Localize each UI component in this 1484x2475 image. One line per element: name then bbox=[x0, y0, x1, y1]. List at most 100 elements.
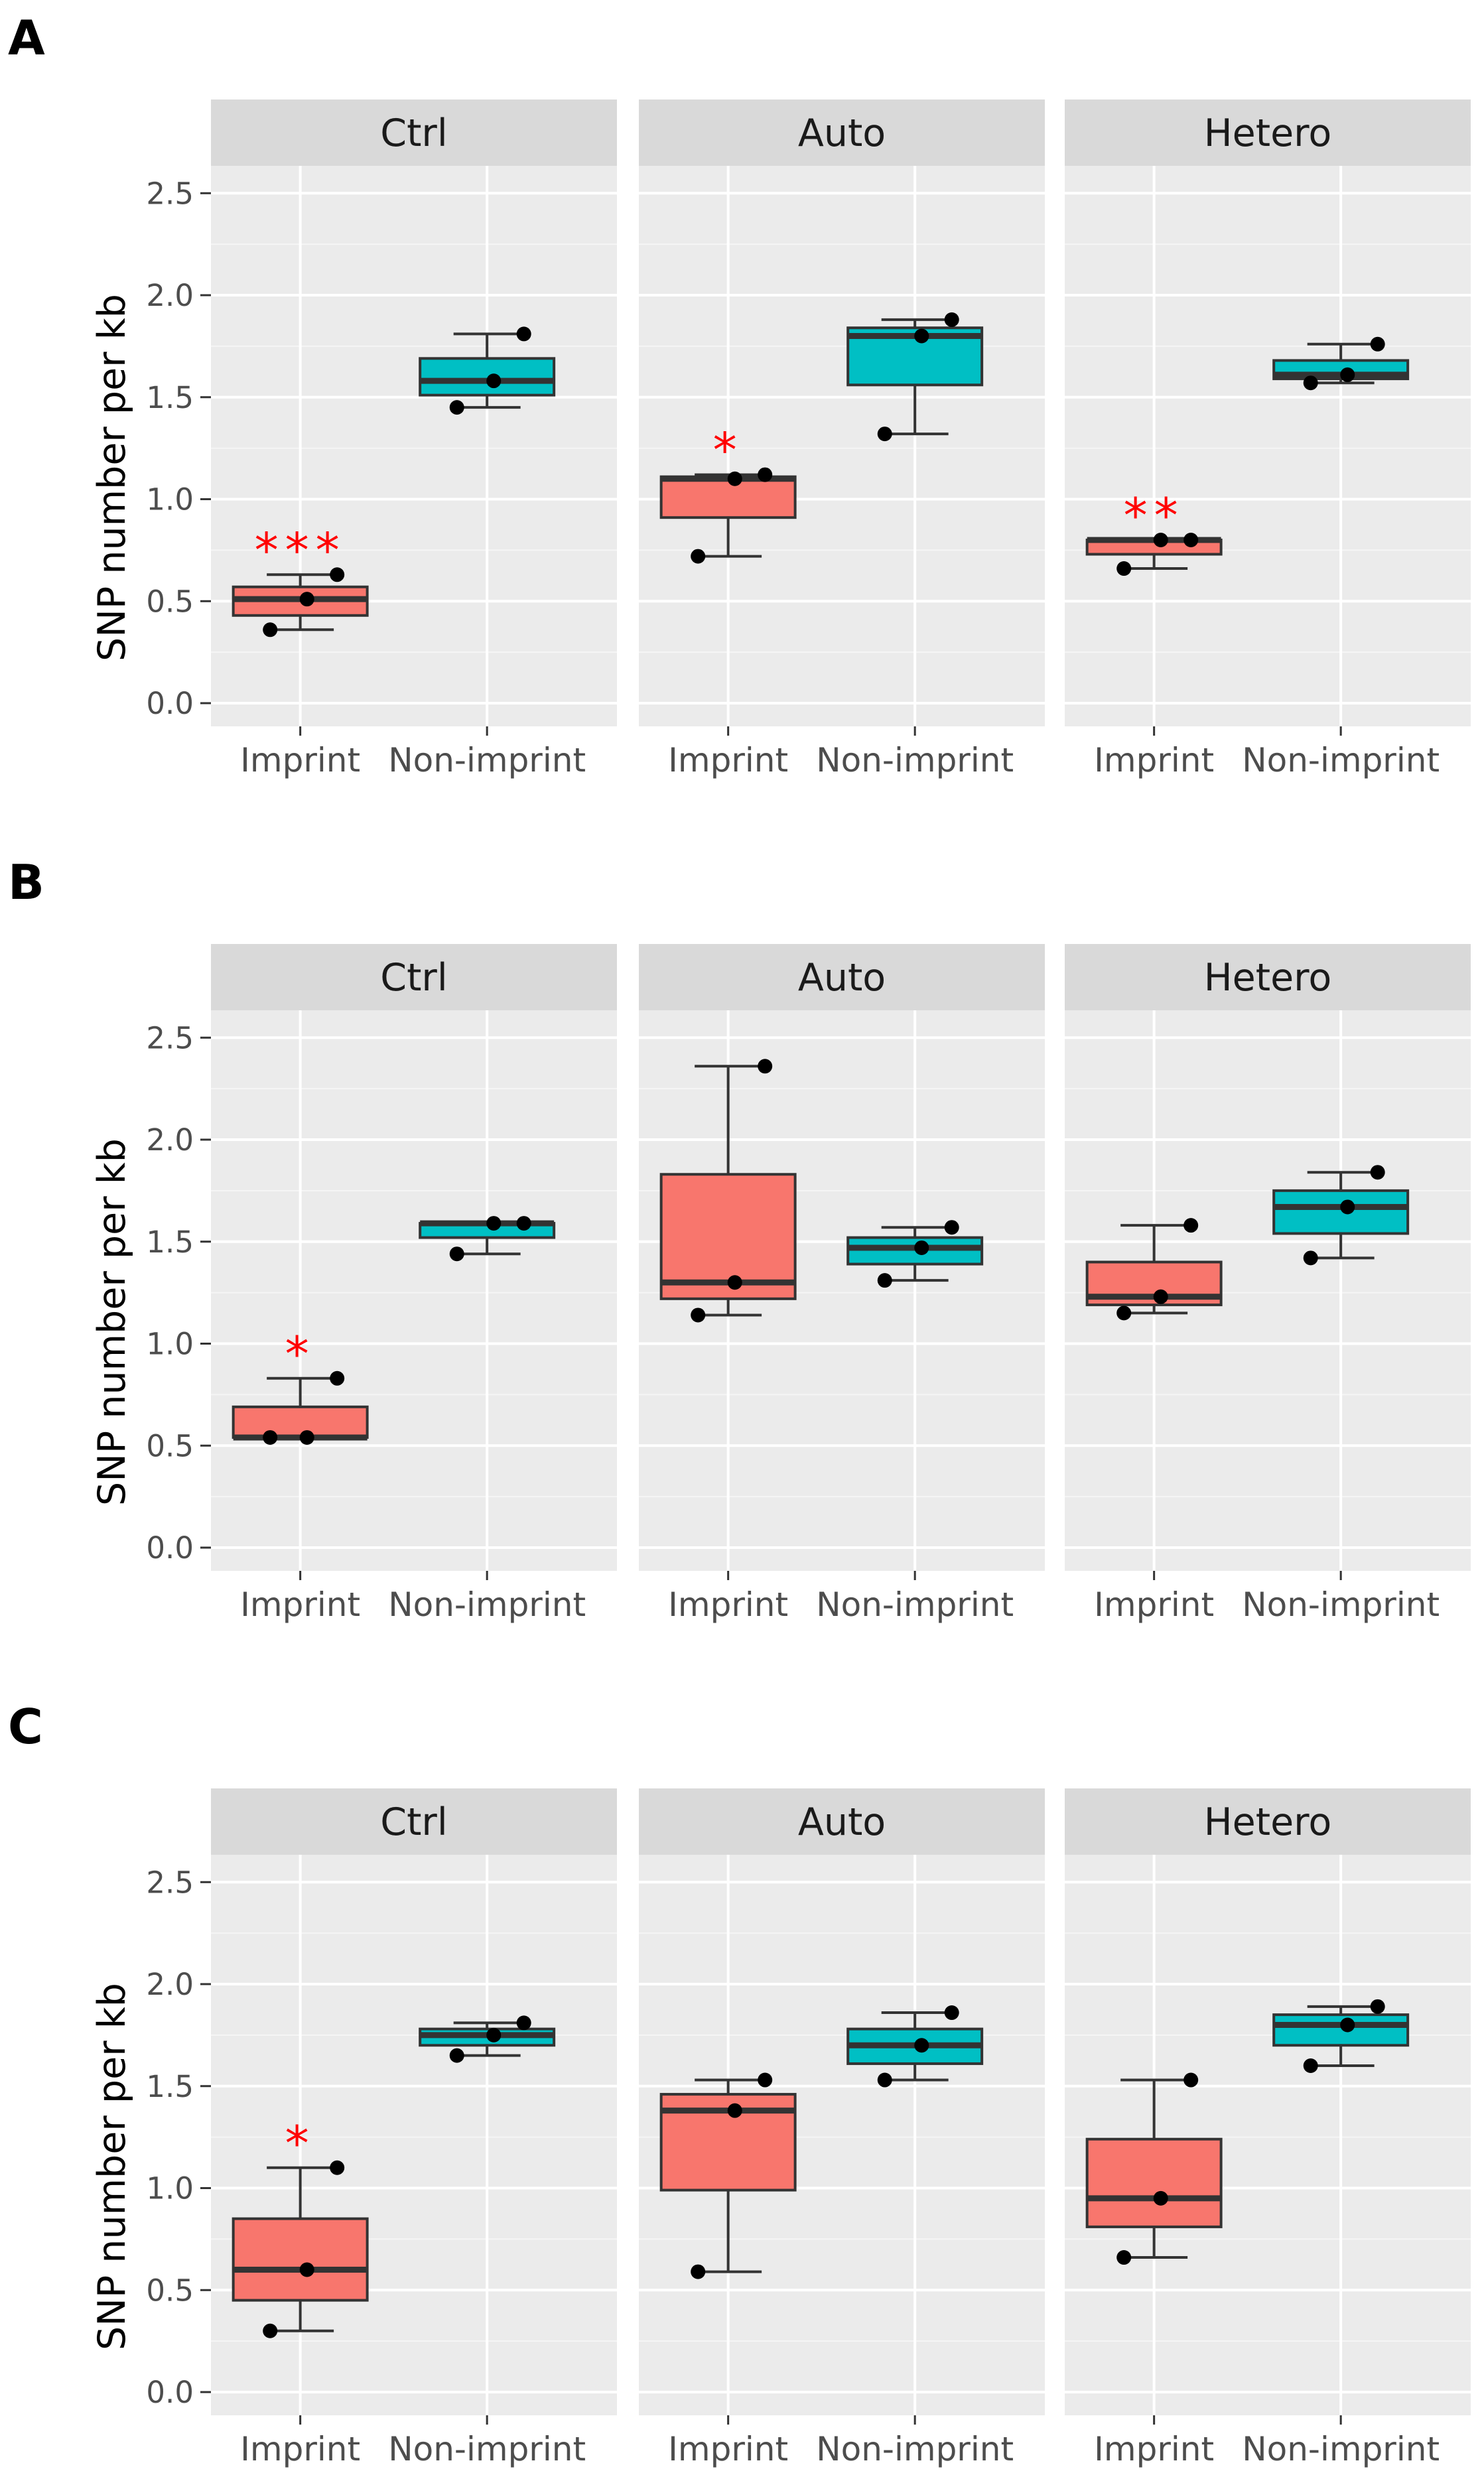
data-point bbox=[944, 1220, 959, 1235]
x-category-label: Non-imprint bbox=[816, 1585, 1014, 1624]
y-tick-label: 2.5 bbox=[146, 1865, 194, 1900]
y-axis-label: SNP number per kb bbox=[90, 1138, 134, 1506]
facet-strip-label: Ctrl bbox=[380, 111, 447, 155]
y-tick-label: 2.5 bbox=[146, 176, 194, 211]
y-tick-label: 0.5 bbox=[146, 584, 194, 619]
panel-background bbox=[211, 166, 617, 726]
facet-strip bbox=[1065, 1788, 1471, 1855]
facet-strip bbox=[211, 100, 617, 166]
significance-stars: ** bbox=[1124, 488, 1185, 543]
data-point bbox=[944, 312, 959, 327]
y-tick-label: 1.5 bbox=[146, 380, 194, 415]
y-tick-label: 2.5 bbox=[146, 1020, 194, 1055]
data-point bbox=[1153, 1289, 1168, 1304]
x-category-label: Imprint bbox=[240, 741, 360, 779]
data-point bbox=[877, 427, 892, 442]
data-point bbox=[1153, 533, 1168, 547]
x-category-label: Non-imprint bbox=[388, 741, 586, 779]
panel-letter-a: A bbox=[8, 10, 45, 66]
facet-strip bbox=[211, 1788, 617, 1855]
data-point bbox=[877, 1273, 892, 1288]
box-non-imprint bbox=[419, 357, 556, 397]
panel-background bbox=[211, 1010, 617, 1571]
data-point bbox=[758, 2072, 773, 2088]
y-tick-label: 2.0 bbox=[146, 278, 194, 313]
facet-strip bbox=[639, 944, 1045, 1010]
data-point bbox=[299, 2262, 314, 2277]
box-imprint bbox=[232, 2217, 369, 2302]
panel-background bbox=[211, 1855, 617, 2415]
y-tick-label: 1.5 bbox=[146, 2069, 194, 2104]
y-tick-label: 1.0 bbox=[146, 1327, 194, 1362]
data-point bbox=[263, 2323, 278, 2338]
panel-letter-c: C bbox=[8, 1699, 43, 1755]
x-category-label: Non-imprint bbox=[1242, 1585, 1440, 1624]
y-tick-label: 1.5 bbox=[146, 1225, 194, 1260]
data-point bbox=[1116, 1305, 1132, 1321]
data-point bbox=[1183, 2072, 1199, 2088]
data-point bbox=[758, 467, 773, 482]
x-category-label: Imprint bbox=[240, 1585, 360, 1624]
facet-strip-label: Ctrl bbox=[380, 956, 447, 1000]
y-tick-label: 0.5 bbox=[146, 2273, 194, 2308]
y-axis-label: SNP number per kb bbox=[90, 294, 134, 661]
facet-strip bbox=[639, 100, 1045, 166]
facet-strip-label: Auto bbox=[798, 1800, 886, 1844]
data-point bbox=[449, 1246, 464, 1262]
data-point bbox=[1116, 2250, 1132, 2265]
box-non-imprint bbox=[846, 1236, 984, 1266]
x-category-label: Imprint bbox=[1094, 741, 1214, 779]
data-point bbox=[1370, 336, 1385, 352]
data-point bbox=[1303, 2058, 1318, 2073]
data-point bbox=[330, 567, 345, 582]
data-point bbox=[914, 328, 929, 344]
x-category-label: Imprint bbox=[668, 2430, 788, 2468]
x-category-label: Imprint bbox=[1094, 2430, 1214, 2468]
facet-strip bbox=[1065, 100, 1471, 166]
data-point bbox=[1370, 1165, 1385, 1180]
panel-background bbox=[1065, 1855, 1471, 2415]
y-tick-label: 0.0 bbox=[146, 2375, 194, 2410]
data-point bbox=[1340, 367, 1355, 382]
box-non-imprint bbox=[1272, 1189, 1410, 1235]
data-point bbox=[1183, 533, 1199, 547]
y-tick-label: 1.0 bbox=[146, 2171, 194, 2206]
y-axis-label: SNP number per kb bbox=[90, 1983, 134, 2350]
y-tick-label: 0.0 bbox=[146, 686, 194, 721]
data-point bbox=[944, 2005, 959, 2021]
data-point bbox=[877, 2072, 892, 2088]
panel-background bbox=[1065, 166, 1471, 726]
data-point bbox=[914, 2038, 929, 2053]
facet-strip-label: Ctrl bbox=[380, 1800, 447, 1844]
significance-stars: * bbox=[285, 2115, 316, 2171]
data-point bbox=[727, 1275, 742, 1290]
data-point bbox=[1303, 375, 1318, 391]
x-category-label: Imprint bbox=[240, 2430, 360, 2468]
facet-strip-label: Hetero bbox=[1204, 1800, 1331, 1844]
data-point bbox=[914, 1240, 929, 1255]
data-point bbox=[727, 2103, 742, 2118]
box-non-imprint bbox=[1272, 2013, 1410, 2047]
panel-background bbox=[639, 166, 1045, 726]
data-point bbox=[516, 326, 531, 342]
data-point bbox=[727, 471, 742, 486]
facet-strip-label: Hetero bbox=[1204, 956, 1331, 1000]
data-point bbox=[516, 2015, 531, 2031]
data-point bbox=[299, 1430, 314, 1445]
data-point bbox=[1303, 1250, 1318, 1266]
data-point bbox=[449, 400, 464, 415]
data-point bbox=[691, 1307, 706, 1323]
data-point bbox=[486, 373, 502, 389]
data-point bbox=[263, 622, 278, 637]
data-point bbox=[1116, 561, 1132, 576]
data-point bbox=[1183, 1218, 1199, 1233]
data-point bbox=[449, 2048, 464, 2063]
data-point bbox=[1340, 2017, 1355, 2033]
y-tick-label: 2.0 bbox=[146, 1122, 194, 1158]
y-tick-label: 0.0 bbox=[146, 1530, 194, 1566]
data-point bbox=[299, 592, 314, 607]
facet-strip-label: Auto bbox=[798, 956, 886, 1000]
box-imprint bbox=[659, 475, 797, 519]
y-tick-label: 0.5 bbox=[146, 1428, 194, 1463]
